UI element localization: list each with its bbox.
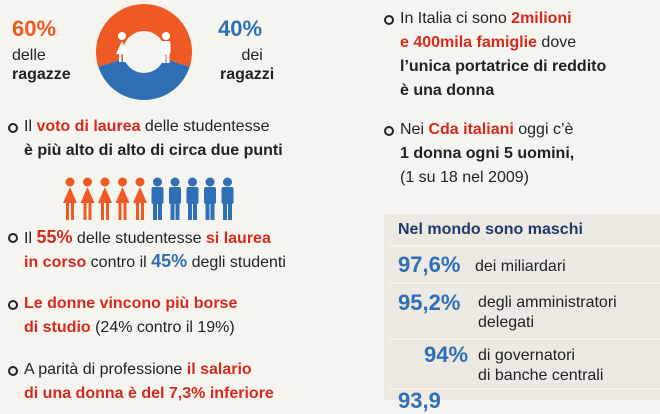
fact-part: oggi c’è	[513, 121, 574, 138]
on-time-graduation-fact: Il 55% delle studentesse si laurea	[24, 226, 271, 250]
divider	[390, 282, 660, 284]
salary-fact: A parità di professione il salario	[24, 359, 252, 381]
grade-fact-part: delle studentesse	[140, 118, 270, 135]
divider	[390, 245, 660, 247]
donut-hole	[123, 31, 165, 73]
fact-highlight: in corso	[24, 254, 87, 271]
stat-ceos-label: degli amministratori delegati	[478, 293, 617, 333]
female-figure-icon	[63, 177, 77, 220]
bullet-icon	[8, 300, 18, 310]
male-icon	[161, 32, 171, 63]
fact-part: (24% contro il 19%)	[90, 319, 235, 336]
female-icon	[116, 32, 128, 62]
boys-percentage: 40%	[218, 16, 263, 41]
fact-part: A parità di professione	[24, 361, 187, 378]
divider	[390, 388, 660, 390]
male-figure-icon	[169, 177, 181, 220]
fact-highlight-45: 45%	[151, 251, 188, 271]
girls-label: delle ragazze	[12, 46, 71, 84]
stat-governors-label: di governatori di banche centrali	[478, 346, 603, 386]
bullet-icon	[8, 366, 18, 376]
girls-percentage: 60%	[12, 16, 57, 41]
on-time-graduation-fact-line2: in corso contro il 45% degli studenti	[24, 250, 286, 274]
bullet-icon	[384, 15, 394, 25]
stat-billionaires-pct: 97,6%	[398, 252, 461, 277]
donut-slice-boys	[98, 52, 190, 100]
bullet-icon	[8, 123, 18, 133]
boys-label-line2: ragazzi	[220, 66, 275, 83]
grade-fact-part: Il	[24, 118, 37, 135]
stat-governors-line2: di banche centrali	[478, 367, 604, 384]
households-fact-line3: l’unica portatrice di reddito	[400, 58, 607, 75]
fact-part: In Italia ci sono	[400, 10, 512, 27]
girls-label-line1: delle	[12, 47, 46, 64]
fact-part: degli studenti	[187, 254, 286, 271]
boys-label: dei ragazzi	[220, 46, 274, 84]
scholarship-fact: Le donne vincono più borse	[24, 295, 238, 312]
female-figure-icon	[98, 177, 112, 220]
salary-fact-line2: di una donna è del 7,3% inferiore	[24, 385, 274, 402]
people-pictogram	[63, 177, 234, 220]
fact-highlight: e 400mila famiglie	[400, 34, 537, 51]
grade-fact-line2: è più alto di alto di circa due punti	[24, 142, 283, 159]
stat-ceos-pct: 95,2%	[398, 290, 461, 315]
male-figure-icon	[186, 177, 199, 220]
fact-part: delle studentesse	[72, 230, 206, 247]
male-figure-icon	[221, 177, 234, 220]
scholarship-fact-line2: di studio (24% contro il 19%)	[24, 317, 235, 339]
households-fact: In Italia ci sono 2milioni	[400, 8, 572, 30]
female-figure-icon	[133, 177, 147, 220]
bullet-icon	[384, 126, 394, 136]
fact-highlight: si laurea	[205, 230, 271, 247]
households-fact-line2: e 400mila famiglie dove	[400, 32, 576, 54]
gender-donut-chart	[96, 4, 192, 100]
fact-highlight: di studio	[24, 319, 91, 336]
panel-title: Nel mondo sono maschi	[398, 221, 583, 238]
fact-part: Il	[24, 230, 37, 247]
bullet-icon	[8, 233, 18, 243]
stat-governors-pct: 94%	[424, 342, 469, 367]
stat-governors-line1: di governatori	[478, 347, 575, 364]
stat-billionaires-label: dei miliardari	[475, 258, 566, 275]
grade-fact: Il voto di laurea delle studentesse	[24, 116, 269, 138]
fact-highlight-55: 55%	[36, 227, 73, 247]
boards-fact-line3: (1 su 18 nel 2009)	[400, 169, 529, 186]
stat-ceos-line2: delegati	[478, 314, 535, 331]
fact-highlight: il salario	[186, 361, 252, 378]
households-fact-line4: è una donna	[400, 82, 495, 99]
female-figure-icon	[115, 177, 130, 220]
boards-fact-line2: 1 donna ogni 5 uomini,	[400, 145, 575, 162]
grade-fact-highlight: voto di laurea	[36, 118, 141, 135]
male-figure-icon	[151, 177, 164, 220]
fact-highlight: 2milioni	[511, 10, 572, 27]
male-figure-icon	[204, 177, 216, 220]
boys-label-line1: dei	[241, 47, 263, 64]
fact-part: contro il	[86, 254, 152, 271]
female-figure-icon	[80, 177, 95, 220]
stat-cutoff-pct: 93,9	[398, 388, 441, 413]
boards-fact: Nei Cda italiani oggi c’è	[400, 119, 573, 141]
stat-ceos-line1: degli amministratori	[478, 294, 617, 311]
divider	[390, 338, 660, 340]
fact-highlight: Cda italiani	[428, 121, 514, 138]
fact-part: Nei	[400, 121, 429, 138]
girls-label-line2: ragazze	[12, 66, 71, 83]
fact-part: dove	[536, 34, 577, 51]
